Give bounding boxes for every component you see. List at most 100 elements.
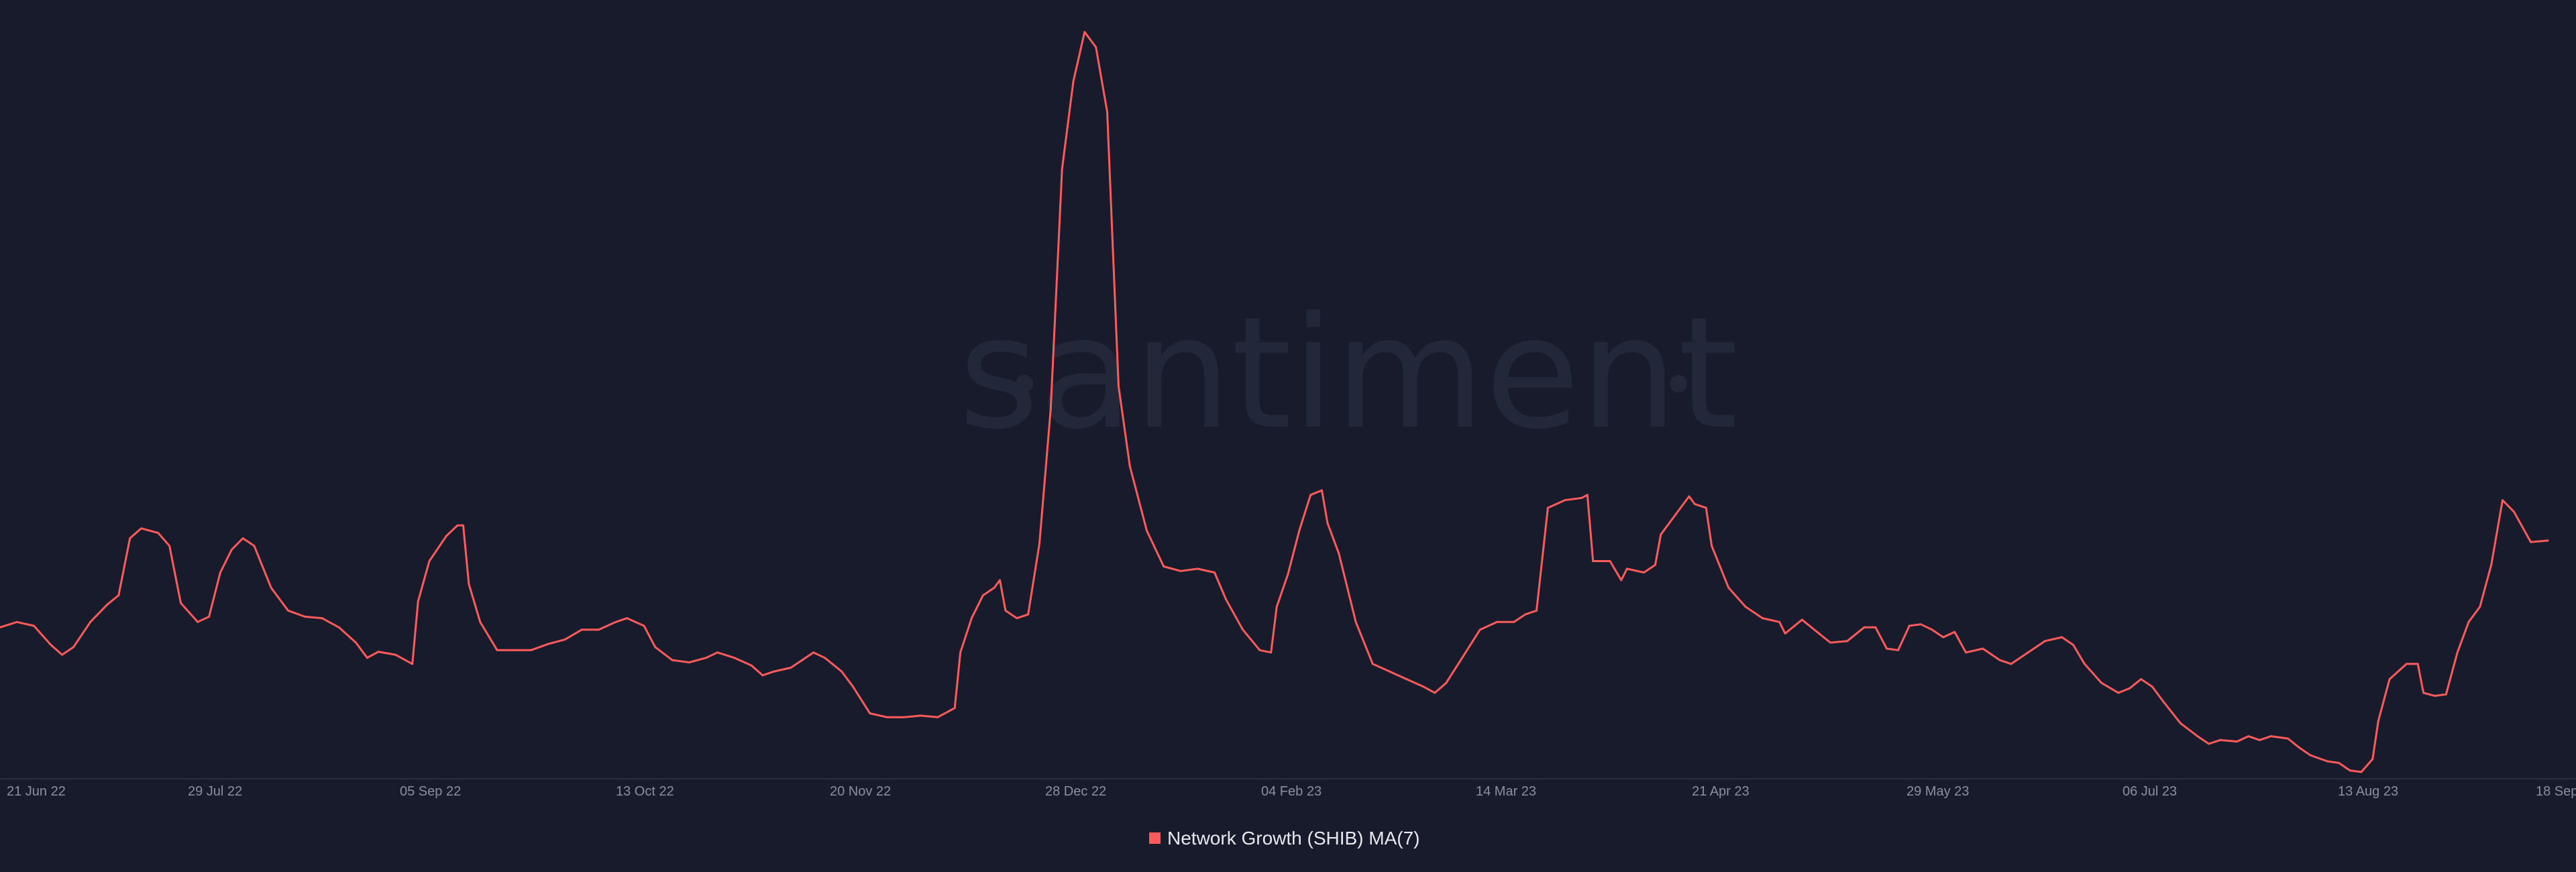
data-point[interactable] — [1586, 494, 1589, 496]
data-point[interactable] — [2027, 651, 2029, 654]
data-point[interactable] — [15, 620, 18, 623]
data-point[interactable] — [1536, 609, 1538, 612]
data-point[interactable] — [716, 651, 718, 654]
data-point[interactable] — [106, 603, 109, 606]
data-point[interactable] — [614, 620, 617, 623]
data-point[interactable] — [999, 579, 1001, 582]
data-point[interactable] — [1818, 632, 1821, 635]
data-point[interactable] — [2287, 737, 2289, 740]
data-point[interactable] — [1919, 623, 1922, 626]
data-point[interactable] — [417, 600, 419, 603]
data-point[interactable] — [936, 716, 939, 718]
data-point[interactable] — [445, 535, 447, 537]
data-point[interactable] — [180, 602, 182, 604]
data-point[interactable] — [2326, 760, 2328, 763]
data-point[interactable] — [1072, 80, 1075, 83]
data-point[interactable] — [2512, 510, 2515, 513]
data-point[interactable] — [1496, 620, 1499, 623]
data-point[interactable] — [1931, 629, 1933, 631]
data-point[interactable] — [366, 657, 368, 659]
data-point[interactable] — [479, 620, 482, 623]
data-point[interactable] — [1321, 489, 1323, 492]
data-point[interactable] — [157, 532, 160, 534]
data-point[interactable] — [953, 707, 956, 710]
data-point[interactable] — [2502, 499, 2504, 502]
data-point[interactable] — [1711, 545, 1713, 547]
data-point[interactable] — [33, 624, 35, 627]
data-point[interactable] — [1744, 606, 1747, 608]
data-point[interactable] — [790, 666, 792, 669]
data-point[interactable] — [2416, 663, 2419, 665]
data-point[interactable] — [2309, 754, 2312, 757]
data-point[interactable] — [140, 527, 142, 530]
data-point[interactable] — [1434, 692, 1436, 694]
data-point[interactable] — [1128, 465, 1131, 468]
data-point[interactable] — [2298, 747, 2300, 749]
data-point[interactable] — [117, 594, 120, 597]
data-point[interactable] — [2405, 663, 2408, 665]
data-point[interactable] — [2434, 694, 2436, 697]
data-point[interactable] — [2422, 692, 2425, 694]
data-point[interactable] — [1761, 617, 1764, 620]
data-point[interactable] — [1524, 613, 1527, 616]
data-point[interactable] — [1846, 640, 1849, 643]
legend[interactable]: Network Growth (SHIB) MA(7) — [1149, 828, 1420, 849]
data-point[interactable] — [2072, 643, 2074, 646]
data-point[interactable] — [1049, 408, 1052, 410]
data-point[interactable] — [2247, 735, 2250, 738]
data-point[interactable] — [1897, 649, 1899, 651]
data-point[interactable] — [1389, 670, 1391, 673]
data-point[interactable] — [1258, 649, 1261, 651]
data-point[interactable] — [1953, 631, 1956, 633]
data-point[interactable] — [564, 638, 566, 641]
data-point[interactable] — [902, 716, 905, 718]
data-point[interactable] — [1693, 502, 1696, 505]
data-point[interactable] — [981, 594, 984, 597]
data-point[interactable] — [2546, 539, 2549, 542]
data-point[interactable] — [1727, 586, 1730, 589]
data-point[interactable] — [2360, 771, 2363, 773]
data-point[interactable] — [885, 716, 888, 718]
data-point[interactable] — [1908, 624, 1911, 627]
data-point[interactable] — [468, 583, 470, 586]
data-point[interactable] — [801, 659, 804, 661]
data-point[interactable] — [1214, 571, 1216, 574]
data-point[interactable] — [1462, 655, 1464, 657]
data-point[interactable] — [321, 617, 323, 620]
data-point[interactable] — [355, 641, 357, 644]
data-point[interactable] — [705, 657, 708, 659]
data-point[interactable] — [270, 586, 272, 589]
data-point[interactable] — [394, 653, 396, 656]
data-point[interactable] — [2117, 692, 2120, 694]
data-point[interactable] — [0, 626, 1, 629]
data-point[interactable] — [1242, 629, 1244, 631]
data-point[interactable] — [1688, 495, 1690, 498]
data-point[interactable] — [2530, 541, 2532, 543]
data-point[interactable] — [580, 629, 583, 631]
data-point[interactable] — [1479, 629, 1481, 631]
data-point[interactable] — [456, 524, 459, 527]
data-point[interactable] — [2479, 606, 2481, 608]
data-point[interactable] — [1660, 533, 1662, 536]
data-point[interactable] — [824, 657, 826, 659]
data-point[interactable] — [168, 545, 171, 547]
data-point[interactable] — [1061, 168, 1063, 170]
data-point[interactable] — [1778, 620, 1781, 623]
data-point[interactable] — [1998, 659, 2001, 661]
data-point[interactable] — [462, 524, 464, 527]
data-point[interactable] — [1275, 606, 1278, 608]
data-point[interactable] — [1405, 678, 1408, 680]
data-point[interactable] — [287, 609, 289, 612]
data-point[interactable] — [2258, 739, 2261, 741]
data-point[interactable] — [2180, 722, 2182, 724]
data-point[interactable] — [2196, 735, 2199, 738]
data-point[interactable] — [1942, 636, 1945, 639]
data-point[interactable] — [1564, 499, 1566, 502]
data-point[interactable] — [61, 653, 64, 656]
data-point[interactable] — [1027, 613, 1030, 616]
data-point[interactable] — [1354, 620, 1357, 623]
data-point[interactable] — [241, 537, 244, 539]
data-point[interactable] — [197, 620, 199, 623]
data-point[interactable] — [1004, 609, 1007, 612]
data-point[interactable] — [253, 545, 256, 547]
